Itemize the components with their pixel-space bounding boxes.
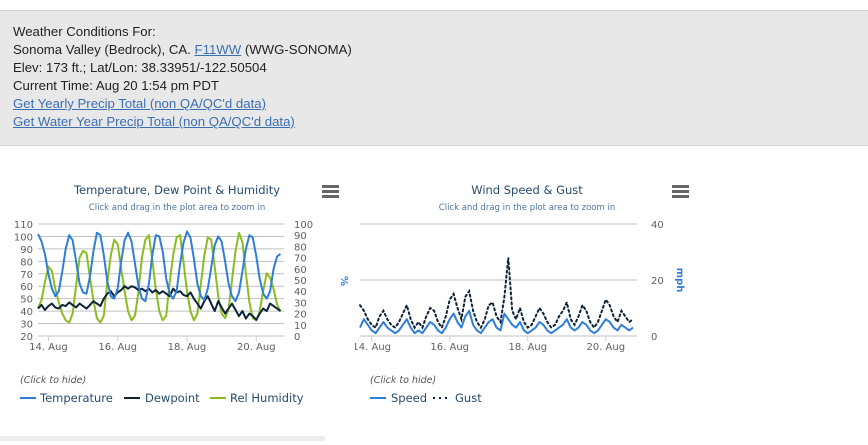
x-tick-label: 18. Aug — [508, 342, 547, 353]
x-tick-label: 14. Aug — [29, 342, 68, 353]
y-tick-label: 30 — [20, 320, 33, 331]
humidity-tick-label: 90 — [294, 231, 307, 242]
chart-subtitle: Click and drag in the plot area to zoom … — [439, 203, 615, 213]
legend-dewpoint[interactable]: Dewpoint — [124, 391, 200, 405]
humidity-tick-label: 100 — [294, 220, 313, 231]
y-tick-label: 60 — [20, 282, 33, 293]
humidity-tick-label: 70 — [294, 254, 307, 265]
mph-tick-label: 0 — [651, 332, 657, 343]
y-tick-label: 20 — [20, 332, 33, 343]
y-tick-label: 100 — [14, 232, 33, 243]
legend-temperature[interactable]: Temperature — [20, 391, 113, 405]
yearly-precip-link[interactable]: Get Yearly Precip Total (non QA/QC'd dat… — [13, 96, 266, 111]
y-tick-label: 50 — [20, 295, 33, 306]
y-tick-label: 110 — [14, 220, 33, 231]
y-tick-label: 40 — [20, 307, 33, 318]
chart-menu-icon[interactable] — [672, 185, 689, 198]
chart-subtitle: Click and drag in the plot area to zoom … — [89, 203, 265, 213]
y-tick-label: 90 — [20, 245, 33, 256]
legend-gust-label: Gust — [455, 391, 482, 405]
station-name: Sonoma Valley (Bedrock), CA. — [13, 42, 191, 57]
series-dewpoint-line[interactable] — [37, 285, 282, 321]
mph-tick-label: 40 — [651, 220, 664, 231]
station-line: Sonoma Valley (Bedrock), CA. F11WW (WWG-… — [13, 41, 352, 59]
legend-rel-humidity-label: Rel Humidity — [230, 391, 304, 405]
temp-chart-svg[interactable]: Temperature, Dew Point & Humidity Click … — [0, 168, 350, 440]
humidity-tick-label: 80 — [294, 242, 307, 253]
legend-temperature-label: Temperature — [39, 391, 113, 405]
series-temperature-line[interactable] — [37, 230, 282, 303]
legend-speed[interactable]: Speed — [370, 391, 427, 405]
humidity-tick-label: 30 — [294, 298, 307, 309]
station-info-panel: Weather Conditions For: Sonoma Valley (B… — [0, 10, 868, 146]
humidity-axis-label: % — [338, 276, 349, 286]
legend-dewpoint-label: Dewpoint — [145, 391, 200, 405]
humidity-tick-label: 60 — [294, 265, 307, 276]
x-tick-label: 20. Aug — [237, 342, 276, 353]
y-tick-label: 80 — [20, 257, 33, 268]
temp-dewpoint-humidity-chart[interactable]: Temperature, Dew Point & Humidity Click … — [0, 168, 350, 440]
chart-title: Temperature, Dew Point & Humidity — [73, 183, 280, 197]
legend-rel-humidity[interactable]: Rel Humidity — [210, 391, 304, 405]
mph-tick-label: 20 — [651, 276, 664, 287]
humidity-tick-label: 20 — [294, 310, 307, 321]
station-info: Weather Conditions For: Sonoma Valley (B… — [13, 23, 352, 131]
wind-chart-svg[interactable]: Wind Speed & Gust Click and drag in the … — [352, 168, 700, 440]
x-tick-label: 18. Aug — [168, 342, 207, 353]
bottom-divider — [0, 436, 325, 441]
chart-title: Wind Speed & Gust — [471, 183, 583, 197]
legend-hint: (Click to hide) — [370, 375, 436, 386]
humidity-tick-label: 50 — [294, 276, 307, 287]
water-year-precip-link[interactable]: Get Water Year Precip Total (non QA/QC'd… — [13, 114, 295, 129]
legend-hint: (Click to hide) — [20, 375, 86, 386]
series-rel-humidity-line[interactable] — [37, 232, 282, 324]
humidity-tick-label: 10 — [294, 321, 307, 332]
station-network: (WWG-SONOMA) — [244, 42, 352, 57]
humidity-tick-label: 0 — [294, 332, 300, 343]
x-tick-label: 20. Aug — [586, 342, 625, 353]
legend-speed-label: Speed — [391, 391, 427, 405]
mph-axis-label: mph — [674, 268, 685, 293]
humidity-tick-label: 40 — [294, 287, 307, 298]
series-gust-line[interactable] — [359, 257, 635, 330]
info-heading: Weather Conditions For: — [13, 24, 156, 39]
series-speed-line[interactable] — [359, 309, 634, 335]
elevation-latlon: Elev: 173 ft.; Lat/Lon: 38.33951/-122.50… — [13, 60, 267, 75]
legend-gust[interactable]: Gust — [433, 391, 482, 405]
station-id-link[interactable]: F11WW — [194, 42, 242, 57]
x-tick-label: 14. Aug — [355, 342, 391, 353]
chart-menu-icon[interactable] — [322, 185, 339, 198]
y-tick-label: 70 — [20, 270, 33, 281]
current-time: Current Time: Aug 20 1:54 pm PDT — [13, 78, 219, 93]
x-tick-label: 16. Aug — [430, 342, 469, 353]
x-tick-label: 16. Aug — [98, 342, 137, 353]
wind-speed-gust-chart[interactable]: Wind Speed & Gust Click and drag in the … — [352, 168, 700, 440]
